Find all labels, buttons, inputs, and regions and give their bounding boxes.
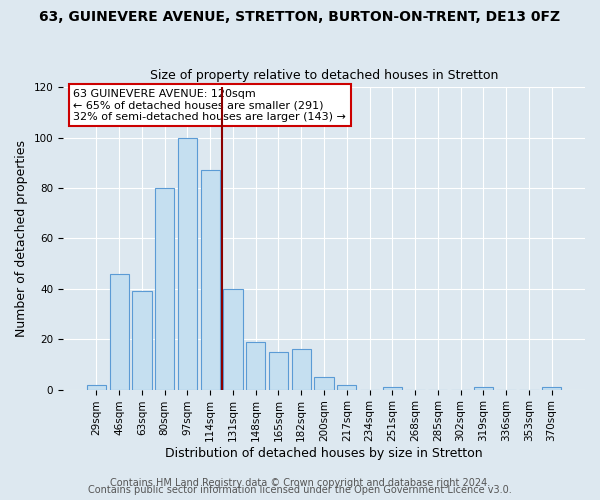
Bar [473, 387, 493, 390]
Bar [337, 384, 356, 390]
Text: Contains public sector information licensed under the Open Government Licence v3: Contains public sector information licen… [88, 485, 512, 495]
Bar [246, 342, 265, 390]
Bar [155, 188, 175, 390]
Text: 63 GUINEVERE AVENUE: 120sqm
← 65% of detached houses are smaller (291)
32% of se: 63 GUINEVERE AVENUE: 120sqm ← 65% of det… [73, 89, 346, 122]
Bar [132, 292, 152, 390]
X-axis label: Distribution of detached houses by size in Stretton: Distribution of detached houses by size … [165, 447, 483, 460]
Bar [110, 274, 129, 390]
Text: 63, GUINEVERE AVENUE, STRETTON, BURTON-ON-TRENT, DE13 0FZ: 63, GUINEVERE AVENUE, STRETTON, BURTON-O… [40, 10, 560, 24]
Bar [314, 377, 334, 390]
Title: Size of property relative to detached houses in Stretton: Size of property relative to detached ho… [150, 69, 498, 82]
Bar [542, 387, 561, 390]
Y-axis label: Number of detached properties: Number of detached properties [15, 140, 28, 337]
Bar [223, 289, 242, 390]
Bar [200, 170, 220, 390]
Text: Contains HM Land Registry data © Crown copyright and database right 2024.: Contains HM Land Registry data © Crown c… [110, 478, 490, 488]
Bar [87, 384, 106, 390]
Bar [383, 387, 402, 390]
Bar [178, 138, 197, 390]
Bar [292, 350, 311, 390]
Bar [269, 352, 288, 390]
